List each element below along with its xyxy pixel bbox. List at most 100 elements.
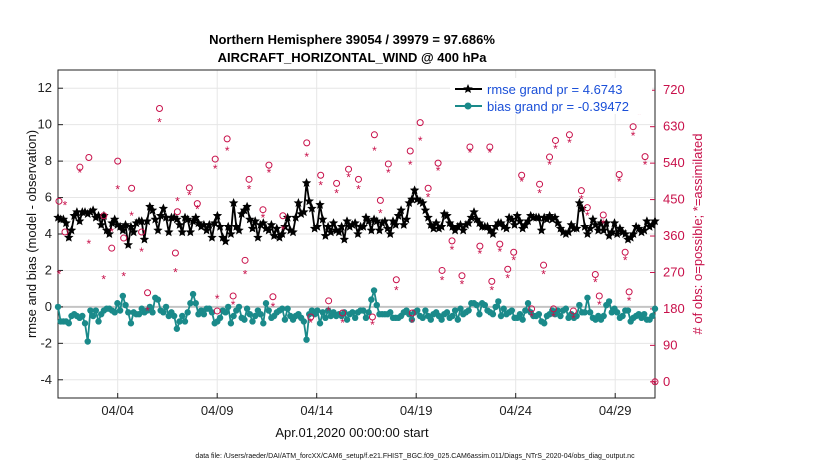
rmse-point <box>293 198 304 208</box>
bias-point <box>89 312 97 320</box>
bias-point <box>451 307 459 314</box>
bias-point <box>524 300 532 307</box>
chart-title: Northern Hemisphere 39054 / 39979 = 97.6… <box>209 32 495 47</box>
rmse-point <box>469 207 479 217</box>
bias-point <box>265 307 272 314</box>
bias-point <box>481 301 489 309</box>
possible-obs-point <box>496 240 504 248</box>
rmse-point <box>142 216 152 226</box>
possible-obs-point <box>213 307 221 315</box>
assimilated-obs-point: * <box>372 144 377 158</box>
assimilated-obs-point: * <box>440 274 445 288</box>
assimilated-obs-point: * <box>519 175 524 189</box>
possible-obs-point <box>540 261 548 269</box>
assimilated-obs-point: * <box>243 267 248 281</box>
rmse-point <box>191 212 201 222</box>
assimilated-obs-point: * <box>653 377 658 391</box>
y-axis-label: rmse and bias (model - observation) <box>24 130 39 338</box>
bias-point <box>314 307 321 314</box>
y2-axis-label: # of obs: o=possible; *=assimilated <box>690 134 705 335</box>
assimilated-obs-point: * <box>213 162 218 176</box>
assimilated-obs-point: * <box>129 209 134 223</box>
rmse-point <box>253 232 263 242</box>
bias-point <box>319 309 326 316</box>
rmse-point <box>66 225 77 235</box>
assimilated-obs-point: * <box>497 245 502 259</box>
bias-point <box>322 314 329 322</box>
bias-point <box>241 316 248 323</box>
bias-point <box>316 320 324 327</box>
possible-obs-point <box>144 289 152 297</box>
possible-obs-point <box>114 157 122 165</box>
bias-point <box>249 318 256 325</box>
bias-point <box>125 309 132 316</box>
rmse-point <box>553 218 563 228</box>
assimilated-obs-point: * <box>593 276 598 290</box>
possible-obs-point <box>550 305 558 313</box>
rmse-point <box>123 239 133 249</box>
rmse-point <box>393 210 404 220</box>
assimilated-obs-point: * <box>537 186 542 200</box>
possible-obs-point <box>595 292 603 300</box>
assimilated-obs-point: * <box>436 164 441 178</box>
assimilated-obs-point: * <box>541 267 546 281</box>
bias-point <box>257 310 264 318</box>
legend: rmse grand pr = 4.6743 bias grand pr = -0… <box>450 78 652 114</box>
x-tick-label: 04/24 <box>499 403 532 418</box>
legend-box <box>450 78 652 114</box>
rmse-point <box>382 223 393 233</box>
rmse-point <box>304 196 314 206</box>
bias-point <box>65 320 73 327</box>
rmse-point <box>628 229 639 239</box>
rmse-point <box>88 205 98 215</box>
bias-point <box>465 307 472 314</box>
bias-point <box>497 312 505 320</box>
assimilated-obs-point: * <box>231 298 236 312</box>
possible-obs-point <box>370 131 378 139</box>
bias-point <box>362 314 370 322</box>
rmse-point <box>282 212 293 222</box>
rmse-point <box>201 225 212 235</box>
possible-obs-point <box>565 131 573 139</box>
bias-point <box>251 312 259 320</box>
rmse-point <box>266 219 277 229</box>
rmse-point <box>571 223 582 233</box>
bias-point <box>154 296 162 303</box>
bias-point <box>122 301 129 309</box>
rmse-point <box>515 216 525 226</box>
bias-point <box>303 336 310 343</box>
x-tick-label: 04/29 <box>599 403 632 418</box>
assimilated-obs-point: * <box>187 189 192 203</box>
assimilated-obs-point: * <box>487 146 492 160</box>
rmse-point <box>598 225 609 235</box>
bias-point <box>619 312 626 320</box>
possible-obs-point <box>61 228 69 236</box>
rmse-point <box>228 198 239 208</box>
possible-obs-point <box>173 208 181 216</box>
assimilated-obs-point: * <box>597 298 602 312</box>
rmse-point <box>466 212 477 222</box>
bias-point <box>230 312 237 320</box>
rmse-point <box>550 212 560 222</box>
rmse-point <box>374 225 385 235</box>
assimilated-obs-point: * <box>370 318 375 332</box>
bias-point <box>516 310 524 318</box>
bias-point <box>573 312 580 320</box>
rmse-point <box>417 198 428 208</box>
bias-point <box>427 316 434 323</box>
assimilated-obs-point: * <box>247 182 252 196</box>
possible-obs-point <box>615 170 623 178</box>
rmse-series <box>53 178 660 249</box>
bias-point <box>519 316 526 323</box>
assimilated-obs-point: * <box>356 182 361 196</box>
possible-obs-point <box>339 309 347 317</box>
bias-point <box>114 300 121 307</box>
rmse-point <box>139 234 150 244</box>
rmse-point <box>109 214 120 224</box>
y2-tick-label: 90 <box>663 337 677 352</box>
rmse-point <box>409 185 420 195</box>
rmse-point <box>336 221 347 231</box>
rmse-point <box>577 203 587 213</box>
assimilated-obs-point: * <box>627 294 632 308</box>
